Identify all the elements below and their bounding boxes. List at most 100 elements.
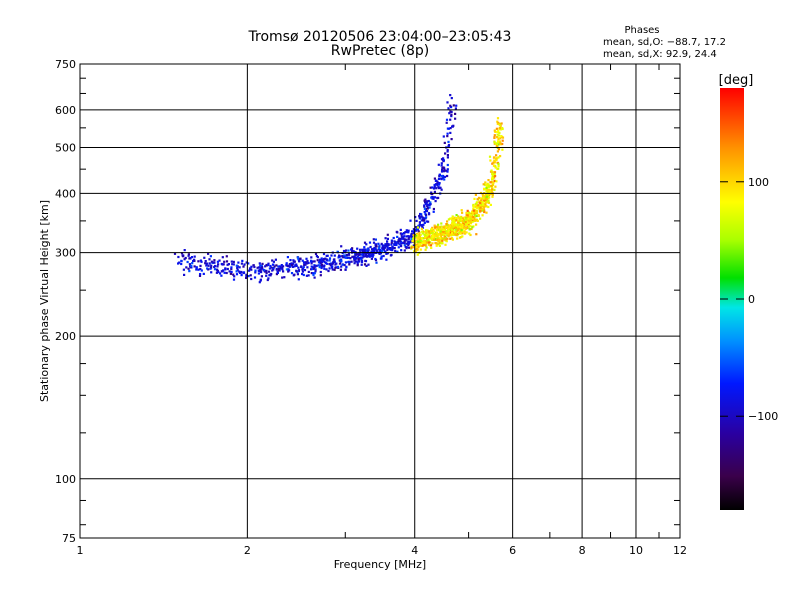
data-point [195, 268, 198, 271]
data-point [407, 235, 410, 238]
data-point [450, 110, 453, 114]
data-point [499, 128, 502, 131]
data-point [341, 263, 344, 266]
data-point [368, 254, 372, 257]
data-point [501, 142, 504, 146]
data-point [213, 259, 216, 262]
data-point [281, 266, 284, 269]
data-point [260, 264, 263, 267]
data-point [338, 254, 341, 257]
data-point [497, 156, 500, 159]
data-point [207, 252, 210, 255]
data-point [412, 231, 415, 235]
data-point [210, 260, 213, 263]
data-point [459, 223, 462, 226]
data-point [443, 170, 446, 173]
data-point [355, 253, 358, 256]
data-point [493, 141, 496, 144]
data-point [345, 249, 348, 252]
data-point [499, 142, 502, 145]
data-point [297, 269, 300, 273]
data-point [441, 231, 444, 234]
data-point [461, 217, 465, 220]
x-tick-label: 8 [579, 544, 586, 557]
data-point [267, 270, 271, 273]
data-point [469, 220, 472, 223]
data-point [441, 168, 444, 171]
data-point [235, 273, 239, 276]
data-point [376, 250, 379, 253]
data-point [471, 214, 474, 217]
data-point [193, 255, 196, 258]
data-point [407, 229, 410, 232]
data-point [468, 214, 472, 217]
data-point [370, 257, 373, 260]
data-point [429, 237, 432, 240]
data-point [313, 267, 316, 270]
data-point [433, 230, 436, 233]
data-point [314, 270, 317, 273]
data-point [259, 269, 262, 272]
data-point [434, 235, 437, 238]
data-point [348, 263, 351, 266]
data-point [410, 236, 413, 239]
data-point [405, 242, 408, 245]
data-point [345, 254, 348, 257]
data-point [245, 276, 248, 279]
data-point [423, 241, 426, 244]
data-point [491, 195, 494, 198]
data-point [426, 239, 429, 242]
data-point [500, 135, 503, 138]
data-point [410, 234, 413, 237]
data-point [462, 226, 466, 229]
data-point [424, 244, 427, 247]
data-point [492, 181, 495, 184]
data-point [400, 240, 403, 243]
data-point [454, 117, 457, 120]
data-point [421, 226, 424, 229]
data-point [392, 236, 395, 240]
data-point [455, 231, 458, 234]
data-point [209, 255, 212, 258]
data-point [320, 257, 323, 260]
data-point [397, 239, 400, 242]
data-point [423, 199, 426, 202]
data-point [487, 205, 490, 209]
data-point [343, 256, 346, 259]
data-point [360, 259, 364, 262]
data-point [289, 259, 292, 262]
data-point [427, 220, 430, 223]
data-point [365, 264, 368, 267]
data-point [427, 199, 430, 203]
data-point [236, 268, 239, 272]
data-point [366, 252, 369, 255]
data-point [347, 253, 351, 256]
data-point [493, 173, 496, 176]
data-point [390, 239, 393, 242]
data-point [425, 210, 428, 213]
data-point [416, 233, 419, 236]
data-point [475, 207, 478, 210]
y-tick-label: 100 [55, 473, 76, 486]
data-point [221, 256, 224, 259]
data-point [399, 238, 402, 241]
data-point [267, 262, 270, 265]
data-point [283, 276, 286, 279]
data-point [237, 261, 240, 264]
data-point [488, 189, 491, 192]
data-point [266, 278, 269, 282]
data-point [315, 255, 318, 258]
data-point [407, 237, 410, 241]
data-point [342, 256, 345, 259]
data-point [188, 270, 191, 273]
data-point [501, 139, 504, 142]
data-point [446, 168, 449, 171]
data-point [213, 265, 216, 269]
data-point [384, 237, 387, 240]
data-point [418, 221, 421, 224]
data-point [451, 228, 454, 231]
data-point [489, 170, 493, 173]
data-point [427, 243, 430, 246]
data-point [457, 227, 460, 230]
data-point [475, 233, 478, 236]
